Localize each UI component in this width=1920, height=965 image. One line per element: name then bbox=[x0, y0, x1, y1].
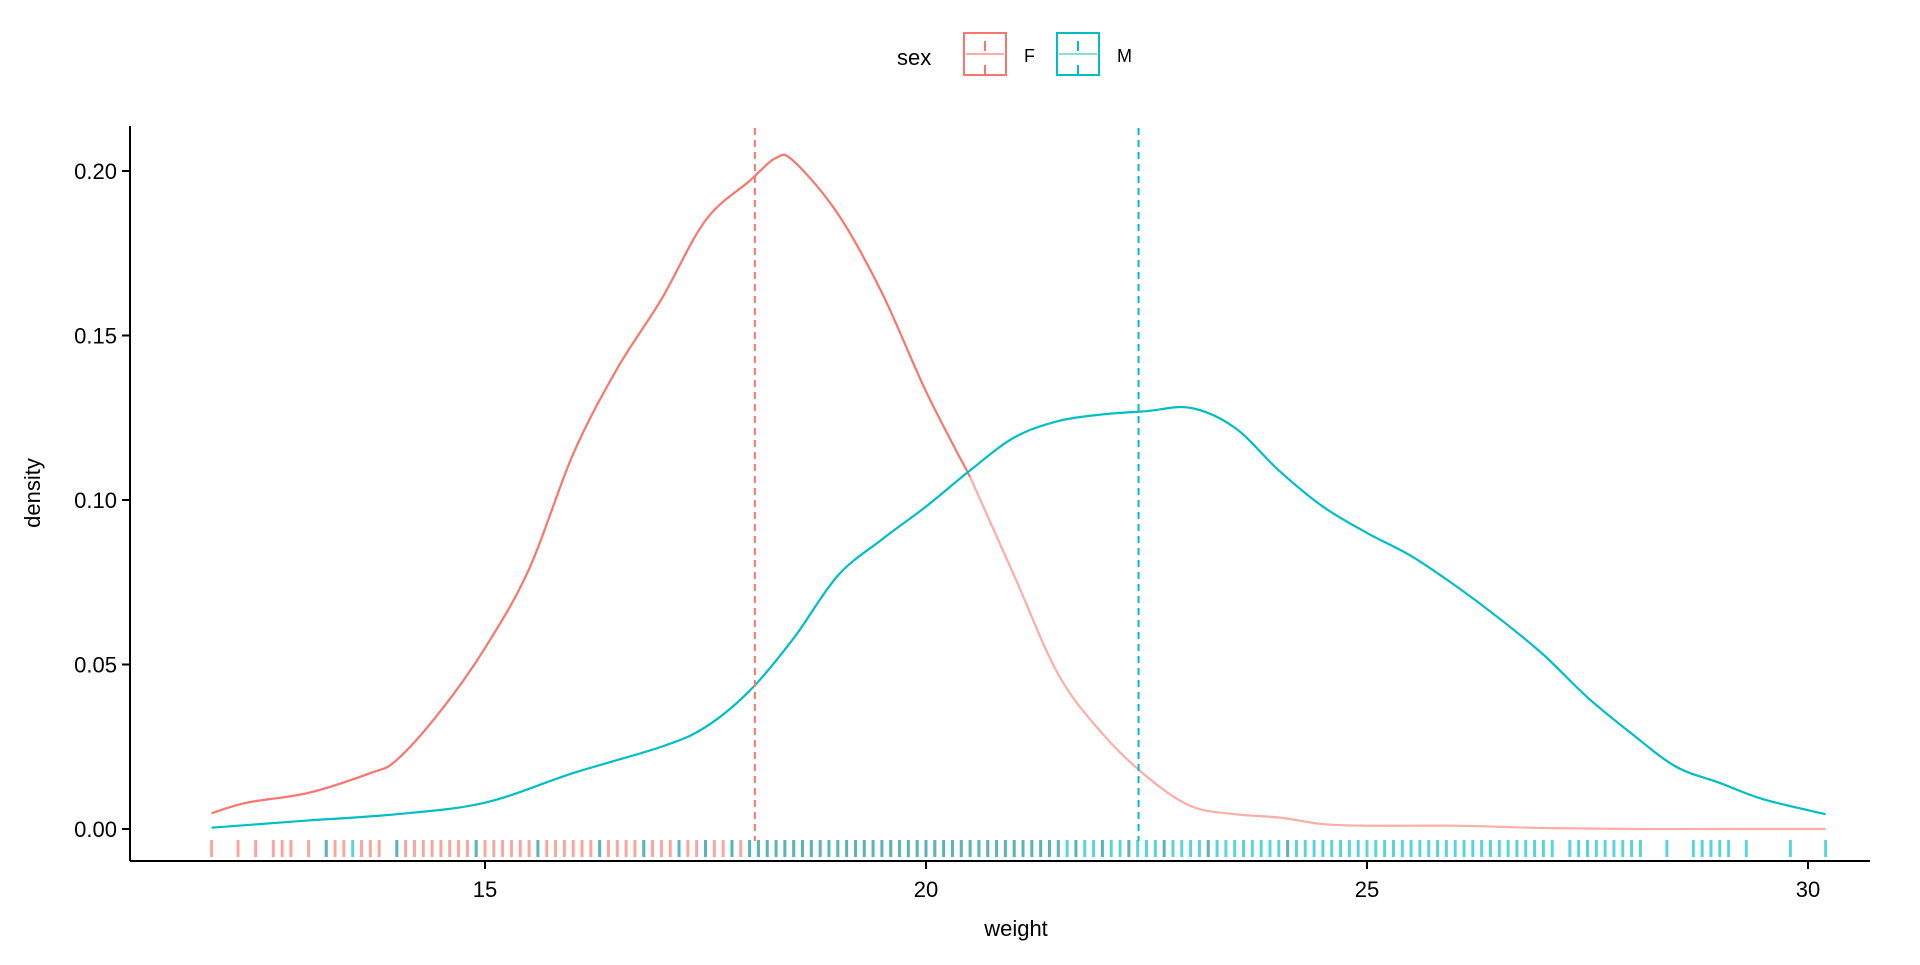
y-axis-title: density bbox=[20, 458, 45, 528]
y-ticks: 0.00 0.05 0.10 0.15 0.20 bbox=[74, 159, 130, 842]
x-ticks: 15 20 25 30 bbox=[473, 861, 1820, 902]
x-tick-label: 15 bbox=[473, 877, 497, 902]
y-tick-label: 0.10 bbox=[74, 488, 117, 513]
y-tick-label: 0.00 bbox=[74, 817, 117, 842]
legend-title: sex bbox=[897, 45, 931, 70]
y-tick-label: 0.20 bbox=[74, 159, 117, 184]
y-tick-label: 0.15 bbox=[74, 324, 117, 349]
legend-label-M: M bbox=[1117, 46, 1132, 66]
density-curve-F-tail bbox=[969, 476, 1826, 831]
legend: sex F M bbox=[897, 32, 1132, 76]
rug-layer bbox=[210, 840, 1828, 857]
density-curve-F bbox=[211, 153, 972, 815]
density-curve-M bbox=[211, 405, 1826, 829]
legend-key-F bbox=[963, 32, 1007, 76]
curve-layer bbox=[211, 153, 1826, 831]
x-tick-label: 20 bbox=[914, 877, 938, 902]
y-tick-label: 0.05 bbox=[74, 653, 117, 678]
x-axis-title: weight bbox=[983, 916, 1048, 941]
x-tick-label: 30 bbox=[1796, 877, 1820, 902]
legend-label-F: F bbox=[1024, 46, 1035, 66]
legend-key-M bbox=[1056, 32, 1100, 76]
x-tick-label: 25 bbox=[1355, 877, 1379, 902]
mean-lines bbox=[753, 128, 1140, 841]
